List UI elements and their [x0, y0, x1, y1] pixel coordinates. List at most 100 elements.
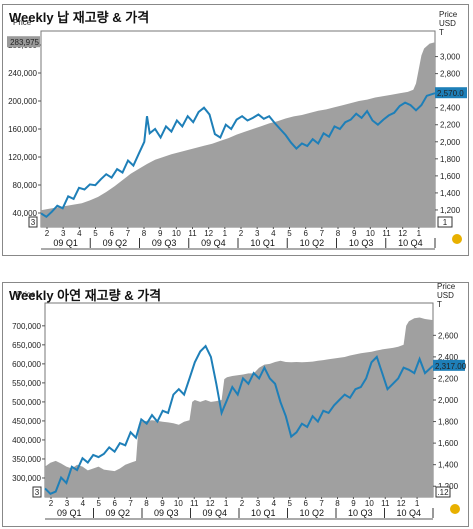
- right-axis-label: Price: [437, 283, 456, 291]
- month-tick-label: 4: [271, 229, 276, 238]
- month-tick-label: 7: [320, 229, 325, 238]
- right-tick-label: 1,800: [440, 155, 461, 164]
- right-tick-label: 2,000: [440, 138, 461, 147]
- month-tick-label: 11: [188, 229, 197, 238]
- month-tick-label: 10: [365, 499, 374, 508]
- month-tick-label: 5: [287, 229, 292, 238]
- price-line: [44, 344, 434, 495]
- month-tick-label: 9: [352, 229, 357, 238]
- left-tick-label: 450,000: [12, 417, 41, 426]
- month-tick-label: 3: [65, 499, 70, 508]
- month-tick-label: 12: [204, 229, 213, 238]
- quarter-label: 10 Q3: [348, 508, 373, 518]
- month-tick-label: 6: [109, 229, 114, 238]
- left-axis-label: Price: [13, 18, 32, 27]
- right-end-marker: .12: [437, 488, 449, 497]
- right-axis-unit: USD: [439, 19, 456, 28]
- left-tick-label: 350,000: [12, 455, 41, 464]
- left-tick-label: 120,000: [8, 153, 37, 162]
- month-tick-label: 8: [336, 229, 341, 238]
- right-tick-label: 1,400: [438, 461, 459, 470]
- right-tick-label: 2,600: [438, 331, 459, 340]
- quarter-label: 09 Q1: [57, 508, 82, 518]
- month-tick-label: 1: [417, 229, 422, 238]
- right-tick-label: 1,600: [438, 439, 459, 448]
- right-axis-unit-t: T: [437, 300, 442, 309]
- month-tick-label: 11: [382, 229, 391, 238]
- price-line: [40, 92, 436, 219]
- right-axis-unit: USD: [437, 291, 454, 300]
- left-tick-label: 200,000: [8, 97, 37, 106]
- quarter-label: 10 Q2: [300, 238, 325, 248]
- quarter-label: 09 Q4: [201, 238, 226, 248]
- zinc-chart-panel: Weekly 아연 재고량 & 가격 Price 300,000 350,000 40…: [2, 282, 469, 527]
- right-callout-box: [433, 359, 465, 371]
- left-tick-label: 500,000: [12, 398, 41, 407]
- left-end-marker-box: [28, 216, 38, 228]
- left-tick-label: 550,000: [12, 379, 41, 388]
- right-end-marker: 1: [443, 218, 448, 227]
- month-tick-label: 11: [190, 499, 199, 508]
- quarter-label: 09 Q2: [105, 508, 130, 518]
- month-tick-label: 10: [172, 229, 181, 238]
- quarter-label: 10 Q2: [299, 508, 324, 518]
- right-axis-label: Price: [439, 10, 458, 19]
- month-tick-label: 7: [126, 229, 131, 238]
- quarter-label: 10 Q4: [396, 508, 421, 518]
- lead-chart: Price40,00080,000120,000160,000200,00024…: [7, 10, 467, 250]
- right-tick-label: 3,000: [440, 53, 461, 62]
- month-tick-label: 11: [381, 499, 390, 508]
- month-tick-label: 10: [174, 499, 183, 508]
- left-tick-label: 650,000: [12, 341, 41, 350]
- left-callout-box: [7, 36, 40, 48]
- left-tick-label: 400,000: [12, 436, 41, 445]
- quarter-label: 09 Q3: [154, 508, 179, 518]
- month-tick-label: 8: [335, 499, 340, 508]
- left-tick-label: 300,000: [12, 474, 41, 483]
- month-tick-label: 1: [415, 499, 420, 508]
- month-tick-label: 4: [272, 499, 277, 508]
- month-tick-label: 7: [319, 499, 324, 508]
- right-tick-label: 1,400: [440, 189, 461, 198]
- inventory-area: [41, 42, 435, 228]
- left-end-marker-box: [32, 486, 42, 498]
- month-tick-label: 3: [256, 499, 261, 508]
- right-axis-unit-t: T: [439, 28, 444, 37]
- left-tick-label: 40,000: [13, 209, 38, 218]
- month-tick-label: 5: [97, 499, 102, 508]
- month-tick-label: 8: [142, 229, 147, 238]
- month-tick-label: 12: [398, 229, 407, 238]
- zinc-chart: Price 300,000 350,000 400,000 450,000 500,000…: [12, 283, 467, 520]
- right-tick-label: 1,800: [438, 418, 459, 427]
- left-tick-label: 700,000: [12, 322, 41, 331]
- month-tick-label: 10: [366, 229, 375, 238]
- quarter-label: 10 Q1: [251, 508, 276, 518]
- brand-icon: [450, 504, 460, 514]
- month-tick-label: 6: [303, 499, 308, 508]
- right-tick-label: 2,000: [438, 396, 459, 405]
- month-tick-label: 9: [160, 499, 165, 508]
- brand-icon: [452, 234, 462, 244]
- lead-chart-panel: Weekly 납 재고량 & 가격 Price 40,000 80,000 120,0…: [2, 4, 469, 256]
- right-callout-box: [435, 87, 467, 99]
- quarter-label: 09 Q3: [152, 238, 177, 248]
- quarter-label: 10 Q1: [250, 238, 275, 248]
- month-tick-label: 1: [224, 499, 229, 508]
- month-tick-label: 5: [93, 229, 98, 238]
- zinc-chart-title: Weekly 아연 재고량 & 가격: [9, 288, 162, 303]
- left-tick-label: 160,000: [8, 125, 37, 134]
- month-tick-label: 2: [45, 229, 50, 238]
- left-callout-value: 283,975: [10, 38, 39, 47]
- month-tick-label: 3: [61, 229, 66, 238]
- month-tick-label: 12: [206, 499, 215, 508]
- quarter-label: 10 Q4: [398, 238, 423, 248]
- quarter-label: 09 Q2: [103, 238, 128, 248]
- left-end-marker: 3: [31, 218, 36, 227]
- lead-chart-title: Weekly 납 재고량 & 가격: [9, 10, 150, 25]
- quarter-label: 10 Q3: [349, 238, 374, 248]
- month-tick-label: 9: [351, 499, 356, 508]
- quarter-label: 09 Q4: [202, 508, 227, 518]
- month-tick-label: 2: [240, 499, 245, 508]
- right-tick-label: 1,600: [440, 172, 461, 181]
- right-tick-label: 2,400: [440, 104, 461, 113]
